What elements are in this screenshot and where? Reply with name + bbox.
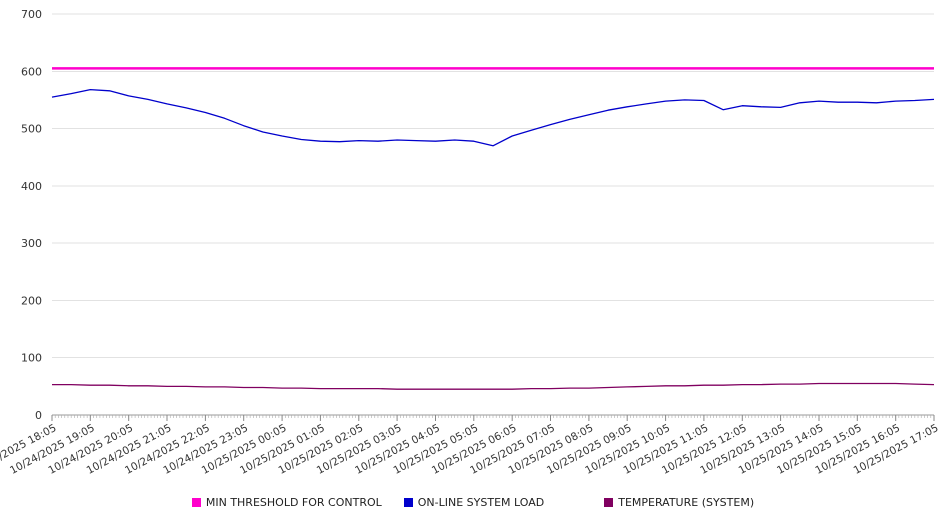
svg-text:700: 700 — [21, 8, 42, 21]
legend-label-online-system-load: ON-LINE SYSTEM LOAD — [417, 496, 545, 509]
legend-item-online-system-load[interactable]: ON-LINE SYSTEM LOAD — [403, 496, 545, 509]
svg-text:600: 600 — [21, 65, 42, 78]
legend-swatch-online-system-load-icon — [403, 498, 413, 507]
svg-text:200: 200 — [21, 294, 42, 307]
legend-swatch-min-threshold-icon — [191, 498, 201, 507]
chart-legend: MIN THRESHOLD FOR CONTROL ON-LINE SYSTEM… — [0, 496, 946, 509]
legend-label-temperature-system: TEMPERATURE (SYSTEM) — [618, 496, 755, 509]
legend-item-min-threshold[interactable]: MIN THRESHOLD FOR CONTROL — [191, 496, 382, 509]
svg-text:100: 100 — [21, 352, 42, 365]
svg-text:500: 500 — [21, 123, 42, 136]
svg-text:0: 0 — [35, 409, 42, 422]
legend-swatch-temperature-system-icon — [604, 498, 614, 507]
legend-item-temperature-system[interactable]: TEMPERATURE (SYSTEM) — [604, 496, 754, 509]
legend-label-min-threshold: MIN THRESHOLD FOR CONTROL — [205, 496, 382, 509]
svg-text:400: 400 — [21, 180, 42, 193]
svg-text:300: 300 — [21, 237, 42, 250]
